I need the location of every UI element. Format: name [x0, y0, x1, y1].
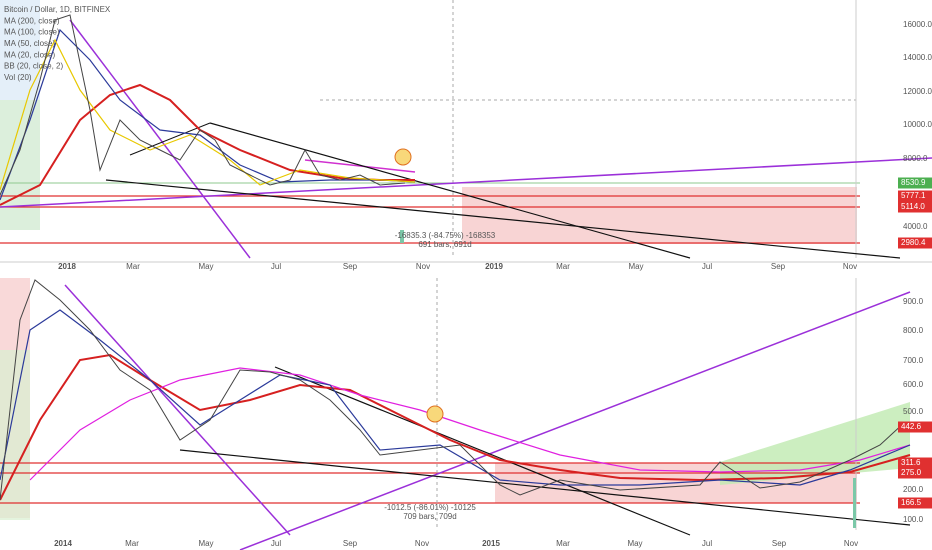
trend-line	[304, 159, 416, 173]
legend-item: MA (20, close)	[4, 50, 55, 59]
trend-line	[239, 291, 911, 550]
x-axis-label: May	[628, 262, 643, 271]
bottom-panel	[0, 261, 932, 550]
y-axis-label: 800.0	[903, 326, 924, 335]
ma-50	[0, 38, 416, 191]
x-axis-label: Nov	[415, 539, 429, 548]
price-tag-label: 275.0	[901, 468, 922, 477]
price-tag-label: 311.6	[901, 458, 921, 467]
price-tag-label: 5777.1	[901, 191, 926, 200]
legend-item: Vol (20)	[4, 73, 32, 82]
trend-line	[129, 122, 211, 156]
y-axis-label: 12000.0	[903, 87, 932, 96]
x-axis-label: Sep	[343, 262, 358, 271]
trend-line	[0, 157, 932, 208]
measure-label: 709 bars, 709d	[403, 512, 456, 521]
y-axis-label: 500.0	[903, 407, 924, 416]
y-axis-label: 10000.0	[903, 120, 932, 129]
bb	[29, 367, 911, 481]
x-axis-label: Sep	[343, 539, 358, 548]
legend-item: MA (50, close)	[4, 39, 55, 48]
legend-item: MA (200, close)	[4, 16, 60, 25]
price-tag	[898, 237, 932, 249]
y-axis-label: 16000.0	[903, 20, 932, 29]
price	[0, 14, 406, 196]
x-axis-label: Jul	[702, 262, 712, 271]
x-axis-label: Jul	[271, 262, 281, 271]
x-axis-label: Nov	[844, 539, 858, 548]
trend-line	[105, 179, 901, 259]
volume-bar	[400, 230, 404, 243]
price-tag	[898, 457, 932, 469]
x-axis-label: 2015	[482, 539, 500, 548]
volume-bar	[853, 478, 856, 528]
x-axis-label: 2019	[485, 262, 503, 271]
x-axis-label: Sep	[771, 262, 786, 271]
price-tag	[898, 201, 932, 213]
x-axis-label: Mar	[125, 539, 139, 548]
x-axis-label: Nov	[843, 262, 857, 271]
y-axis-label: 900.0	[903, 297, 924, 306]
legend-item: MA (100, close)	[4, 28, 60, 37]
y-axis-label: 14000.0	[903, 53, 932, 62]
x-axis-label: Jul	[271, 539, 281, 548]
ma-200	[0, 353, 911, 501]
highlight-circle	[426, 405, 444, 423]
measure-label: -16835.3 (-84.75%) -168353	[395, 231, 496, 240]
trend-line	[179, 449, 911, 526]
measure-label: 691 bars, 691d	[418, 240, 471, 249]
y-axis-label: 4000.0	[903, 222, 928, 231]
x-axis-label: Mar	[556, 262, 570, 271]
price-tag	[898, 497, 932, 509]
legend-item: Bitcoin / Dollar, 1D, BITFINEX	[4, 5, 111, 14]
x-axis-label: May	[198, 539, 213, 548]
x-axis-label: Sep	[772, 539, 787, 548]
y-axis-label: 700.0	[903, 356, 924, 365]
trend-line	[69, 19, 251, 259]
measure-label: -1012.5 (-86.01%) -10125	[384, 503, 476, 512]
zone	[0, 100, 40, 230]
y-axis-label: 200.0	[903, 485, 924, 494]
legend-item: BB (20, close, 2)	[4, 62, 63, 71]
price-tag	[898, 190, 932, 202]
top-panel	[0, 0, 932, 259]
price-tag-label: 5114.0	[901, 202, 925, 211]
x-axis-label: May	[627, 539, 642, 548]
trend-line	[64, 284, 291, 536]
x-axis-label: Jul	[702, 539, 712, 548]
x-axis-label: 2014	[54, 539, 72, 548]
price-tag	[898, 467, 932, 479]
y-axis-label: 100.0	[903, 515, 924, 524]
y-axis-label: 8000.0	[903, 154, 928, 163]
price-tag-label: 166.5	[901, 498, 922, 507]
price-tag-label: 442.6	[901, 422, 922, 431]
trend-line	[209, 122, 691, 259]
price-tag-label: 8530.9	[901, 178, 926, 187]
trend-line	[274, 366, 691, 536]
price-tag-label: 2980.4	[901, 238, 926, 247]
y-axis-label: 600.0	[903, 380, 924, 389]
x-axis-label: May	[198, 262, 213, 271]
price-tag	[898, 177, 932, 189]
price	[0, 279, 906, 501]
x-axis-label: Mar	[126, 262, 140, 271]
x-axis-label: Nov	[416, 262, 430, 271]
price-tag	[898, 421, 932, 433]
zone	[0, 350, 30, 520]
x-axis-label: 2018	[58, 262, 76, 271]
x-axis-label: Mar	[556, 539, 570, 548]
highlight-circle	[394, 148, 412, 166]
